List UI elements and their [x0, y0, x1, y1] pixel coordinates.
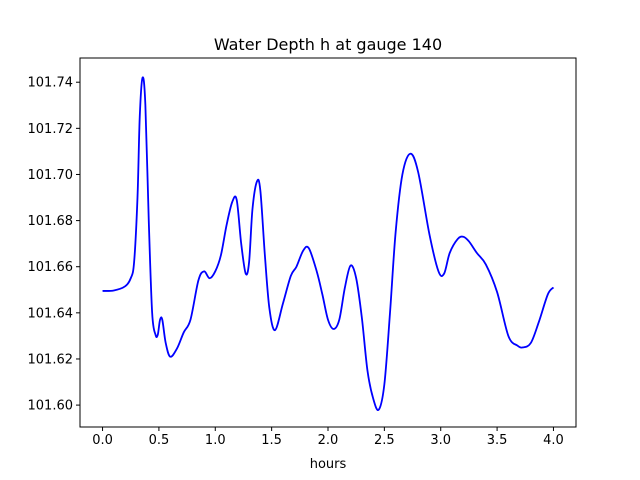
- x-tick-label: 3.0: [430, 433, 451, 448]
- y-axis-ticks: 101.60 101.62 101.64 101.66 101.68 101.70 101.…: [28, 76, 80, 414]
- x-axis-ticks: 0.0 0.5 1.0 1.5 2.0 2.5 3.0 3.5 4.0: [92, 427, 564, 448]
- series-line-0: [102, 76, 555, 412]
- x-axis-label: hours: [310, 457, 347, 472]
- y-tick-label: 101.70: [28, 168, 74, 183]
- y-tick-label: 101.68: [28, 214, 74, 229]
- y-tick-label: 101.64: [28, 306, 74, 321]
- y-tick-label: 101.66: [28, 260, 74, 275]
- y-tick-label: 101.72: [28, 122, 74, 137]
- y-tick-label: 101.74: [28, 76, 74, 91]
- x-tick-label: 1.0: [205, 433, 226, 448]
- x-tick-label: 2.5: [374, 433, 395, 448]
- plot-data-layer: [102, 76, 555, 412]
- x-tick-label: 0.5: [149, 433, 170, 448]
- x-tick-label: 3.5: [487, 433, 508, 448]
- x-tick-label: 0.0: [92, 433, 113, 448]
- x-tick-label: 1.5: [261, 433, 282, 448]
- y-tick-label: 101.60: [28, 399, 74, 414]
- chart-title: Water Depth h at gauge 140: [214, 35, 442, 54]
- x-tick-label: 2.0: [318, 433, 339, 448]
- y-tick-label: 101.62: [28, 352, 74, 367]
- x-tick-label: 4.0: [543, 433, 564, 448]
- plot-area-frame: [79, 57, 577, 428]
